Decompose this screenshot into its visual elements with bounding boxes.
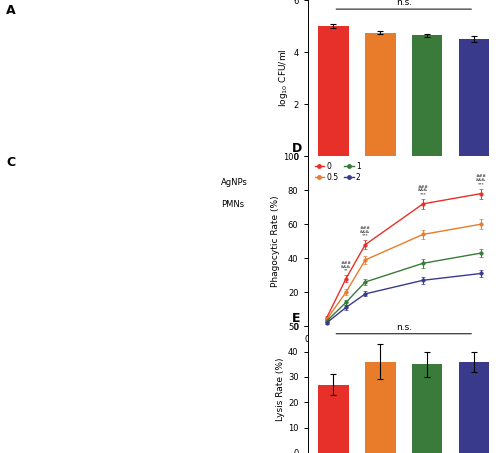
Text: PMNs: PMNs [221,200,244,209]
Text: +: + [381,200,388,209]
Bar [318,385,348,453]
Legend: 0, 0.5, 1, 2: 0, 0.5, 1, 2 [313,160,362,183]
Text: 0.5: 0.5 [378,178,391,187]
Y-axis label: Phagocytic Rate (%): Phagocytic Rate (%) [271,195,280,287]
Text: ###
&&&
**: ### &&& ** [340,261,351,273]
Y-axis label: log$_{10}$ CFU/ml: log$_{10}$ CFU/ml [278,49,290,107]
Text: 1: 1 [426,178,432,187]
Text: D: D [292,142,302,154]
Text: 2: 2 [468,178,474,187]
Bar [412,364,442,453]
Text: +: + [338,200,345,209]
Text: ###
&&&
***: ### &&& *** [360,226,370,238]
Bar [365,361,396,453]
Text: n.s.: n.s. [396,0,412,7]
Text: concentration: μg/ml: concentration: μg/ml [317,222,397,231]
Bar [365,33,396,156]
Text: +: + [426,200,432,209]
Text: ###
&&&
***: ### &&& *** [418,184,428,196]
Text: n.s.: n.s. [396,323,412,332]
Text: AgNPs: AgNPs [221,178,248,187]
Bar [459,361,490,453]
Text: +: + [468,200,474,209]
Bar [459,39,490,156]
Text: 0: 0 [340,178,345,187]
Text: A: A [6,5,16,17]
Text: E: E [292,312,300,325]
Text: C: C [6,156,16,169]
X-axis label: min: min [395,346,412,355]
Bar [412,35,442,156]
Y-axis label: Lysis Rate (%): Lysis Rate (%) [276,358,285,421]
Bar [318,26,348,156]
Text: ###
&&&
***: ### &&& *** [476,174,486,186]
